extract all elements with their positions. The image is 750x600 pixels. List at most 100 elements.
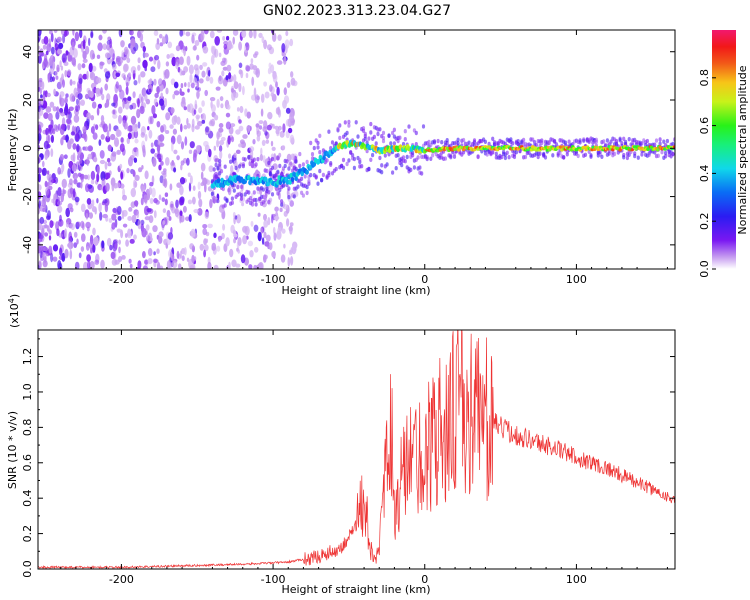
noise-dot	[41, 167, 47, 176]
ridge-halo	[267, 199, 271, 205]
noise-dot	[48, 57, 53, 67]
noise-dot	[222, 79, 228, 87]
ridge-halo	[381, 138, 386, 144]
y-tick-label: 0.2	[21, 525, 34, 543]
ridge-halo	[239, 184, 244, 190]
noise-dot	[77, 154, 80, 161]
ridge-halo	[543, 155, 548, 160]
ridge-halo	[327, 170, 331, 176]
noise-dot	[259, 153, 264, 162]
ridge-halo	[345, 130, 349, 136]
noise-dot	[255, 123, 260, 128]
noise-dot	[198, 78, 204, 84]
noise-dot	[144, 170, 149, 180]
noise-dot	[117, 60, 121, 67]
noise-dot	[194, 125, 200, 130]
noise-dot	[210, 100, 213, 109]
noise-dot	[245, 42, 250, 51]
noise-dot	[60, 137, 64, 146]
noise-dot	[90, 115, 95, 121]
noise-dot	[69, 93, 75, 102]
noise-dot	[290, 255, 294, 266]
ridge-halo	[327, 129, 331, 134]
noise-dot	[72, 30, 75, 36]
ridge-halo	[664, 154, 668, 159]
noise-dot	[141, 185, 146, 194]
noise-dot	[165, 130, 170, 134]
noise-dot	[289, 222, 294, 227]
noise-dot	[40, 97, 44, 106]
ridge-halo	[380, 163, 384, 168]
noise-dot	[116, 228, 122, 233]
ridge-halo	[392, 141, 396, 146]
ridge-halo	[329, 146, 333, 151]
noise-dot	[269, 84, 273, 92]
ridge-halo	[309, 172, 313, 178]
snr-ylabel: SNR (10 * v/v)	[6, 411, 19, 489]
noise-dot	[126, 57, 131, 63]
noise-dot	[108, 218, 113, 223]
noise-dot	[170, 135, 176, 145]
ridge-halo	[216, 166, 220, 171]
noise-dot	[52, 196, 57, 206]
noise-dot	[218, 123, 224, 128]
noise-dot	[166, 54, 170, 59]
noise-dot	[272, 226, 276, 235]
ridge-halo	[627, 152, 631, 157]
noise-dot	[80, 175, 84, 183]
ridge-halo	[578, 140, 582, 145]
ridge-halo	[314, 174, 318, 179]
y-tick-label: -40	[21, 236, 34, 254]
noise-dot	[153, 98, 158, 106]
noise-dot	[137, 121, 141, 129]
ridge-halo	[287, 195, 291, 200]
noise-dot	[148, 56, 154, 62]
noise-dot	[188, 103, 194, 114]
ridge-halo	[361, 128, 366, 133]
noise-dot	[184, 82, 187, 87]
noise-dot	[65, 93, 69, 98]
noise-dot	[173, 167, 177, 173]
noise-dot	[107, 162, 112, 167]
ridge-halo	[494, 151, 498, 156]
noise-dot	[70, 223, 75, 231]
noise-dot	[53, 88, 56, 96]
noise-dot	[268, 242, 273, 251]
ridge-halo	[278, 163, 282, 169]
noise-dot	[109, 38, 113, 49]
noise-dot	[266, 44, 272, 51]
noise-dot	[128, 207, 133, 212]
noise-dot	[105, 98, 110, 108]
noise-dot	[42, 246, 49, 252]
noise-dot	[137, 57, 141, 64]
noise-dot	[251, 76, 255, 87]
ridge-halo	[534, 142, 539, 148]
noise-dot	[120, 40, 125, 48]
noise-dot	[181, 255, 185, 262]
ridge-halo	[276, 156, 280, 161]
noise-dot	[289, 225, 293, 235]
noise-dot	[48, 124, 53, 129]
ridge-halo	[600, 154, 604, 159]
ridge-halo	[536, 154, 540, 160]
ridge-halo	[352, 156, 356, 162]
noise-dot	[96, 107, 100, 116]
noise-dot	[120, 137, 124, 143]
ridge-halo	[270, 156, 275, 162]
noise-dot	[110, 251, 116, 260]
noise-dot	[176, 134, 182, 145]
ridge-halo	[341, 157, 346, 163]
noise-dot	[271, 251, 276, 258]
ridge-halo	[472, 138, 477, 143]
y-tick-label: 0.4	[21, 489, 34, 507]
noise-dot	[214, 114, 219, 121]
noise-dot	[170, 161, 176, 167]
ridge-halo	[491, 150, 495, 155]
noise-dot	[125, 82, 129, 87]
ridge-halo	[540, 140, 544, 146]
noise-dot	[122, 100, 125, 109]
noise-dot	[137, 64, 141, 71]
ridge-halo	[394, 166, 398, 171]
noise-dot	[59, 154, 65, 161]
noise-dot	[72, 143, 77, 150]
